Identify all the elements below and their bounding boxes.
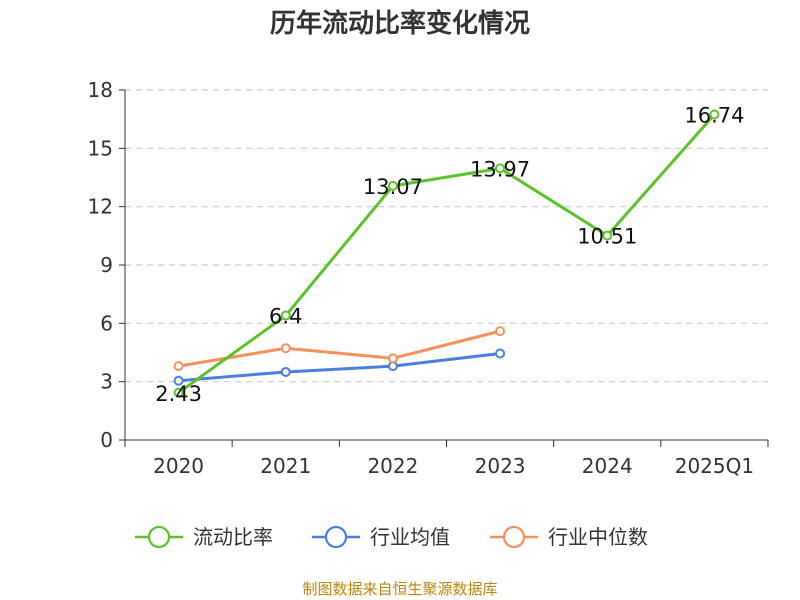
data-point	[602, 230, 613, 241]
series-group: 2.43 6.4 13.07 13.97 10.51 16.74	[155, 104, 744, 406]
data-point	[280, 366, 291, 377]
data-point	[387, 353, 398, 364]
y-tick-label: 18	[88, 78, 113, 102]
data-label: 2.43	[155, 382, 202, 406]
data-label: 13.07	[363, 175, 423, 199]
x-tick-label: 2024	[582, 454, 633, 478]
data-point	[495, 348, 506, 359]
series-line	[178, 351, 501, 383]
legend-marker	[147, 525, 171, 549]
x-tick-label: 2021	[260, 454, 311, 478]
series-2	[173, 326, 506, 372]
legend-item[interactable]: 行业均值	[312, 525, 450, 549]
chart-title: 历年流动比率变化情况	[270, 8, 530, 39]
axes: 0 3 6 9 12 15 18 2020 2021 2022 2023 2024 2025Q1	[88, 78, 769, 478]
y-tick-label: 12	[88, 195, 113, 219]
legend-marker	[502, 525, 526, 549]
data-point	[387, 180, 398, 191]
data-point	[173, 375, 184, 386]
data-label: 13.97	[470, 157, 530, 181]
legend-item[interactable]: 流动比率	[135, 525, 273, 549]
data-point	[173, 361, 184, 372]
data-point	[280, 343, 291, 354]
series-0: 2.43 6.4 13.07 13.97 10.51 16.74	[155, 104, 744, 406]
legend-label: 行业中位数	[548, 525, 648, 549]
legend-label: 行业均值	[370, 525, 450, 549]
y-tick-label: 9	[100, 253, 113, 277]
data-label: 6.4	[269, 305, 302, 329]
legend: 流动比率 行业均值 行业中位数	[135, 525, 648, 549]
gridlines	[125, 89, 768, 383]
y-tick-label: 15	[88, 136, 113, 160]
y-tick-label: 0	[100, 428, 113, 452]
legend-label: 流动比率	[193, 525, 273, 549]
data-point	[280, 310, 291, 321]
data-point	[173, 387, 184, 398]
series-line	[177, 113, 716, 394]
x-tick-label: 2023	[475, 454, 526, 478]
data-point	[495, 163, 506, 174]
series-line	[178, 329, 501, 368]
y-tick-label: 3	[100, 370, 113, 394]
legend-marker	[324, 525, 348, 549]
source-note: 制图数据来自恒生聚源数据库	[302, 580, 497, 598]
x-tick-label: 2022	[367, 454, 418, 478]
y-tick-label: 6	[100, 311, 113, 335]
x-tick-label: 2025Q1	[675, 454, 754, 478]
x-tick-label: 2020	[153, 454, 204, 478]
data-label: 10.51	[577, 225, 637, 249]
legend-item[interactable]: 行业中位数	[490, 525, 648, 549]
series-1	[173, 348, 506, 386]
data-point	[495, 326, 506, 337]
data-point	[709, 109, 720, 120]
data-label: 16.74	[684, 104, 744, 128]
